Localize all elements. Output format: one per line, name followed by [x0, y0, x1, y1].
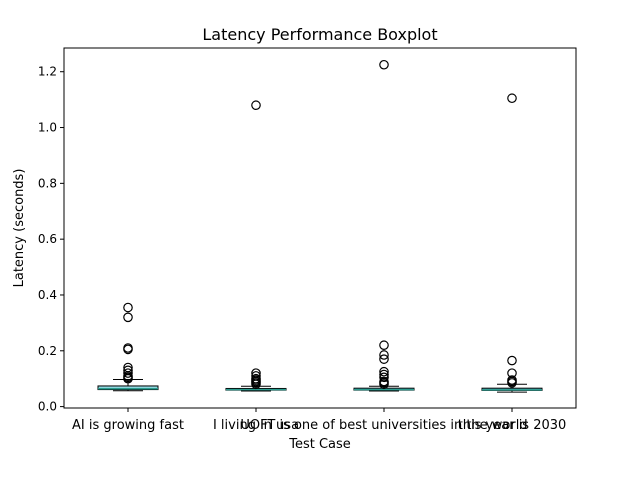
outlier-point [379, 354, 389, 364]
outlier-point [379, 366, 389, 377]
x-tick-label: AI is growing fast [72, 418, 184, 433]
box [97, 385, 159, 391]
y-axis-label: Latency (seconds) [12, 169, 27, 288]
outlier-point [123, 302, 133, 313]
outlier-point [379, 350, 389, 360]
y-tick-label: 0.2 [38, 344, 57, 358]
outlier-point [379, 59, 389, 70]
x-tick-label: UOFT is one of best universities in the … [240, 418, 527, 433]
x-tick-label: I living in usa [213, 418, 299, 433]
y-tick-label: 0.0 [38, 400, 57, 414]
y-tick-label: 0.6 [38, 232, 57, 246]
x-axis-label: Test Case [288, 437, 351, 452]
outlier-point [123, 312, 133, 323]
y-tick-label: 0.8 [38, 176, 57, 190]
outlier-point [379, 340, 389, 351]
chart-title: Latency Performance Boxplot [202, 25, 437, 44]
outlier-point [507, 355, 517, 366]
y-tick-label: 1.0 [38, 121, 57, 135]
plot-area: 0.0 0.2 0.4 0.6 0.8 1.0 1.2 AI is growing fast I… [38, 59, 567, 433]
outlier-point [379, 372, 389, 383]
outlier-point [507, 378, 517, 388]
axes-frame [63, 47, 577, 409]
outlier-point [251, 100, 261, 111]
y-tick-label: 1.2 [38, 65, 57, 79]
outlier-point [123, 344, 133, 355]
outlier-point [507, 93, 517, 104]
x-tick-label: this year is 2030 [458, 418, 567, 433]
outlier-point [123, 368, 133, 378]
y-tick-label: 0.4 [38, 288, 57, 302]
outlier-point [251, 379, 261, 390]
outlier-point [379, 379, 389, 390]
outlier-point [123, 373, 133, 384]
